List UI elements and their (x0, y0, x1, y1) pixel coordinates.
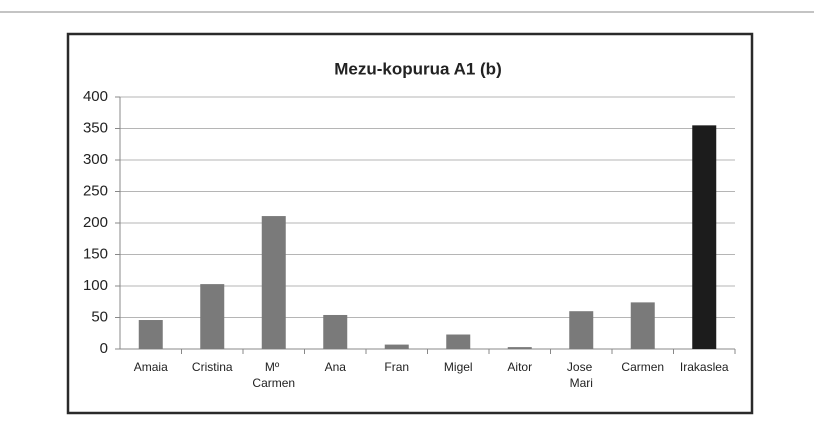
bar (200, 284, 225, 349)
bar (138, 320, 163, 349)
y-tick-label: 200 (83, 214, 108, 231)
x-tick-label: Irakaslea (680, 360, 729, 374)
bar (446, 334, 471, 349)
x-tick-label: Jose Mari (567, 360, 596, 390)
chart-title: Mezu-kopurua A1 (b) (334, 59, 501, 78)
bar (569, 311, 594, 349)
y-tick-label: 350 (83, 119, 108, 136)
bar (507, 347, 532, 349)
x-tick-label: Aitor (507, 360, 532, 374)
x-tick-label: Migel (444, 360, 473, 374)
bar (692, 125, 717, 349)
y-tick-label: 250 (83, 182, 108, 199)
x-tick-label: Ana (325, 360, 347, 374)
x-tick-label: Mº Carmen (252, 360, 295, 390)
y-tick-label: 0 (100, 340, 108, 357)
x-tick-label: Fran (384, 360, 409, 374)
bar (384, 344, 409, 349)
y-tick-label: 100 (83, 277, 108, 294)
y-tick-label: 400 (83, 88, 108, 105)
bar (261, 216, 286, 349)
y-tick-label: 300 (83, 151, 108, 168)
y-tick-label: 150 (83, 245, 108, 262)
x-tick-label: Carmen (621, 360, 664, 374)
x-tick-label: Cristina (192, 360, 233, 374)
y-tick-label: 50 (91, 308, 108, 325)
bar (630, 302, 655, 349)
bar (323, 314, 348, 349)
x-tick-label: Amaia (134, 360, 168, 374)
